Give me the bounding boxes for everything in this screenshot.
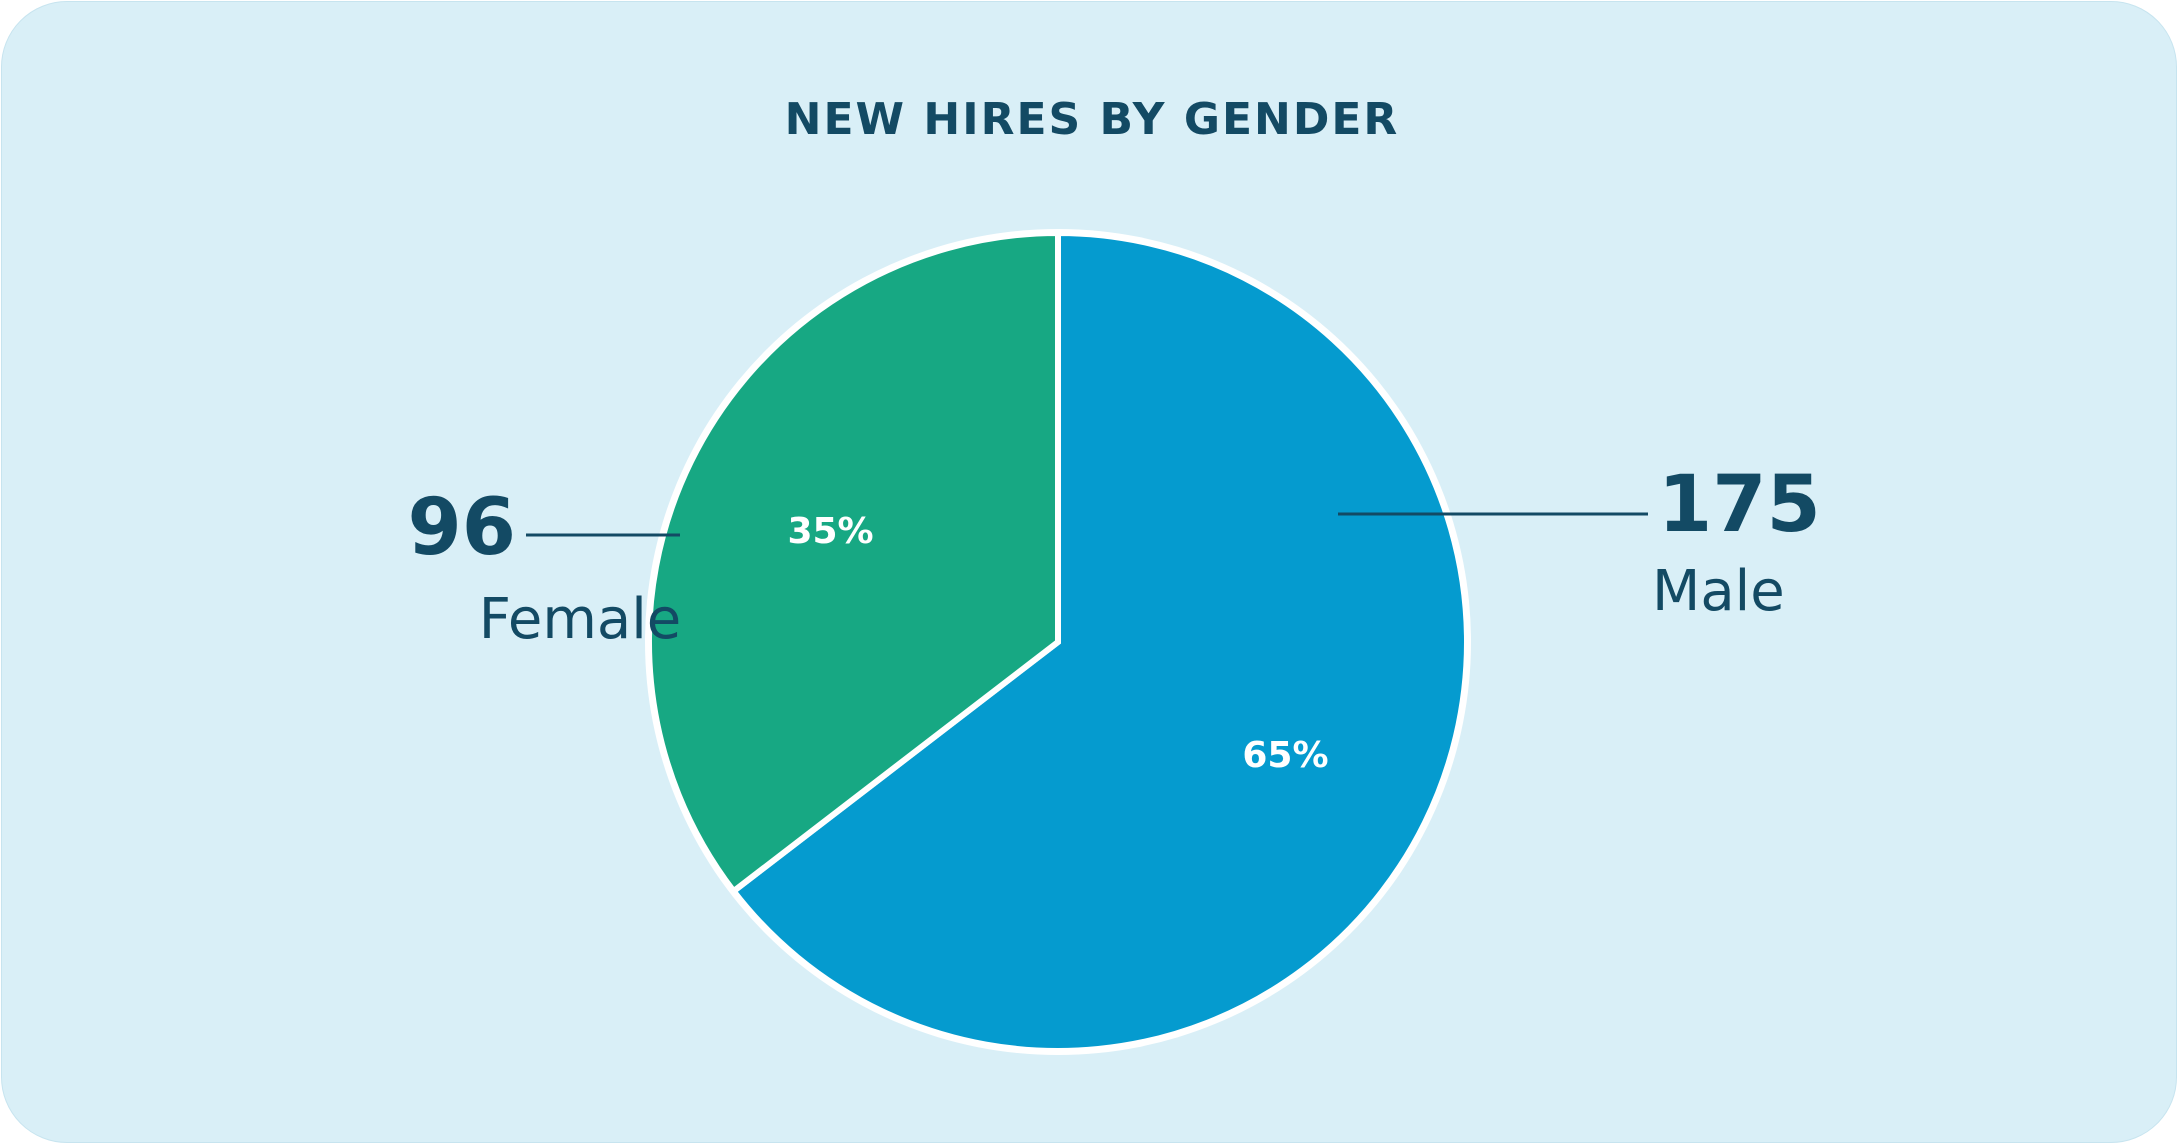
pie-slice-female xyxy=(646,229,1061,896)
chart-title: NEW HIRES BY GENDER xyxy=(784,94,1400,145)
callout-value-female: 96 xyxy=(407,483,516,573)
callout-label-male: Male xyxy=(1652,559,1785,624)
slice-percent-label-female: 35% xyxy=(787,511,873,552)
pie-slice-male xyxy=(729,229,1470,1054)
slice-percent-label-male: 65% xyxy=(1242,735,1328,776)
callout-value-male: 175 xyxy=(1658,460,1821,550)
callout-label-female: Female xyxy=(479,587,681,652)
